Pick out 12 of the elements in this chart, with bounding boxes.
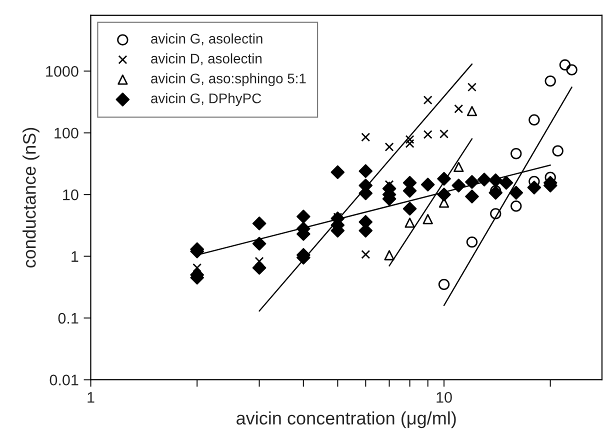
legend-label: avicin G, aso:sphingo 5:1 — [151, 73, 306, 86]
y-tick-label: 1000 — [46, 66, 78, 77]
legend-label: avicin G, DPhyPC — [151, 93, 262, 106]
y-axis-title: conductance (nS) — [22, 128, 40, 268]
y-tick-label: 100 — [54, 128, 78, 139]
legend-label: avicin D, asolectin — [151, 53, 262, 66]
legend-label: avicin G, asolectin — [151, 33, 262, 46]
y-tick-label: 0.01 — [50, 374, 78, 386]
x-axis-title: avicin concentration (μg/ml) — [236, 411, 456, 428]
y-tick-label: 1 — [72, 251, 78, 262]
y-tick-label: 10 — [63, 189, 78, 200]
y-tick-label: 0.1 — [58, 312, 78, 324]
